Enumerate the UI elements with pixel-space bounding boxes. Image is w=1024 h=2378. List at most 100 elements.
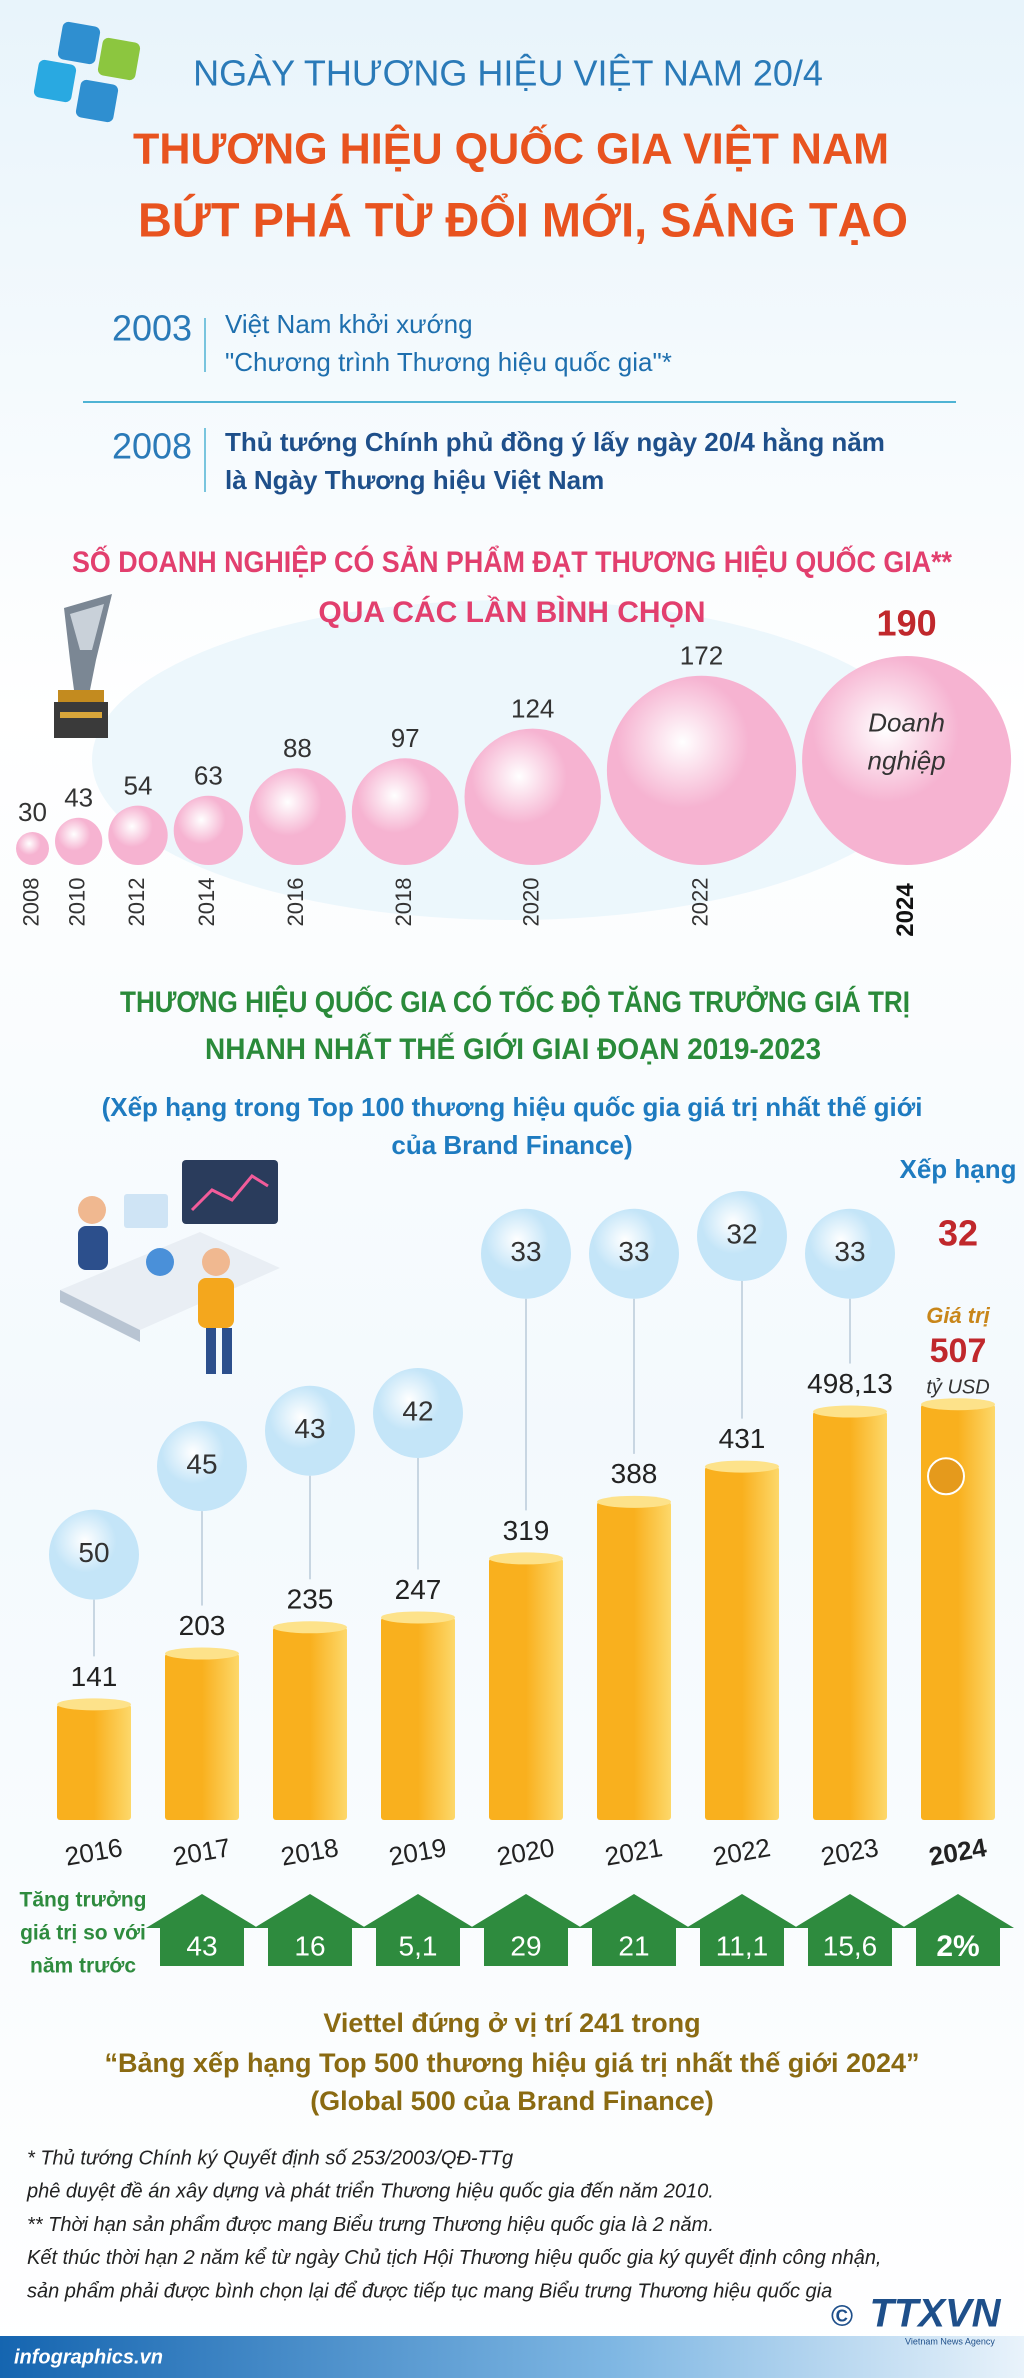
rank-bubble (589, 1208, 679, 1299)
value-label: 203 (179, 1610, 226, 1641)
value-label: 247 (395, 1574, 442, 1605)
x-tick-label: 2020 (519, 878, 544, 927)
legend-label: Xếp hạng (899, 1154, 1016, 1184)
value-label: 124 (511, 693, 554, 723)
bar-cap (165, 1647, 239, 1660)
bubble (249, 768, 346, 865)
bar-cap (921, 1398, 995, 1411)
footer-copyright: © (831, 2300, 853, 2333)
timeline-year: 2003 (112, 308, 192, 349)
bubble (606, 675, 797, 866)
growth-arrow (146, 1894, 258, 1966)
growth-arrow (902, 1894, 1014, 1966)
footer-band (0, 2336, 1024, 2378)
notice-text: Viettel đứng ở vị trí 241 trong (323, 2008, 700, 2038)
chart-subtitle: của Brand Finance) (391, 1130, 632, 1160)
footnote: sản phẩm phải được bình chọn lại để được… (27, 2280, 832, 2302)
footnote: * Thủ tướng Chính ký Quyết định số 253/2… (27, 2147, 513, 2169)
rank-bubble (49, 1509, 139, 1600)
rank-bubble (265, 1385, 355, 1476)
bubble (351, 758, 459, 866)
growth-arrow (794, 1894, 906, 1966)
rank-label: 33 (618, 1236, 649, 1267)
x-tick-label: 2012 (124, 878, 149, 927)
bar-cap (705, 1460, 779, 1473)
bar (489, 1558, 563, 1820)
bubble (464, 728, 601, 865)
value-label: 30 (18, 797, 47, 827)
value-label: 97 (391, 723, 420, 753)
footnote: phê duyệt đề án xây dựng và phát triển T… (26, 2181, 714, 2203)
value-label: 54 (124, 770, 153, 800)
bubble (802, 656, 1012, 865)
bubble (173, 795, 244, 865)
value-label: 88 (283, 733, 312, 763)
growth-arrow (362, 1894, 474, 1966)
legend-label: Tăng trưởng (20, 1889, 147, 1912)
value-label: 507 (930, 1332, 987, 1370)
x-tick-label: 2008 (18, 878, 43, 927)
growth-arrow (470, 1894, 582, 1966)
bar (381, 1617, 455, 1820)
value-label: 319 (503, 1515, 550, 1546)
growth-arrow (578, 1894, 690, 1966)
value-label: 43 (64, 783, 93, 813)
rank-label: 42 (402, 1395, 433, 1426)
rank-bubble (373, 1368, 463, 1458)
timeline-text: là Ngày Thương hiệu Việt Nam (225, 465, 604, 495)
x-tick-label: 2024 (892, 883, 919, 937)
notice-text: “Bảng xếp hạng Top 500 thương hiệu giá t… (104, 2048, 919, 2078)
footer-agency: TTXVN (869, 2292, 1001, 2336)
rank-bubble (697, 1191, 787, 1281)
value-label: 388 (611, 1458, 658, 1489)
growth-label: 43 (186, 1930, 217, 1961)
coin-icon (927, 1457, 965, 1496)
legend-label: Giá trị (926, 1303, 990, 1328)
timeline-text: "Chương trình Thương hiệu quốc gia"* (225, 347, 672, 377)
legend-label: năm trước (30, 1955, 136, 1978)
chart-subtitle: (Xếp hạng trong Top 100 thương hiệu quốc… (102, 1092, 923, 1122)
timeline-text: Việt Nam khởi xướng (225, 309, 473, 339)
bar-cap (381, 1611, 455, 1624)
chart-title: THƯƠNG HIỆU QUỐC GIA CÓ TỐC ĐỘ TĂNG TRƯỞ… (120, 985, 910, 1019)
header-title: THƯƠNG HIỆU QUỐC GIA VIỆT NAM (133, 123, 889, 174)
growth-label: 16 (294, 1930, 325, 1961)
growth-arrow (254, 1894, 366, 1966)
x-tick-label: 2014 (194, 878, 219, 927)
growth-label: 11,1 (716, 1930, 768, 1961)
bar (57, 1704, 131, 1820)
rank-label: 45 (186, 1448, 217, 1479)
bar-cap (57, 1698, 131, 1711)
bar (921, 1404, 995, 1820)
bubble (108, 805, 168, 865)
bubble (55, 817, 103, 865)
bar (813, 1411, 887, 1820)
trophy-icon (54, 594, 112, 738)
growth-label: 29 (510, 1930, 541, 1961)
legend-label: giá trị so với (20, 1922, 146, 1945)
bubble-annotation: Doanh (868, 707, 945, 737)
rank-label: 32 (726, 1218, 757, 1249)
timeline-year: 2008 (112, 426, 192, 467)
value-label: 431 (719, 1423, 766, 1454)
notice-text: (Global 500 của Brand Finance) (310, 2086, 714, 2116)
bar-cap (813, 1405, 887, 1418)
bar-cap (597, 1495, 671, 1508)
bar (165, 1653, 239, 1820)
growth-label: 2% (936, 1930, 979, 1963)
value-label: 172 (680, 641, 723, 671)
x-tick-label: 2010 (64, 878, 89, 927)
header-subtitle: NGÀY THƯƠNG HIỆU VIỆT NAM 20/4 (193, 53, 823, 94)
rank-label: 32 (938, 1213, 978, 1254)
rank-bubble (805, 1208, 895, 1299)
bar (705, 1466, 779, 1820)
growth-label: 5,1 (399, 1930, 438, 1961)
rank-label: 33 (510, 1236, 541, 1267)
chart-title: SỐ DOANH NGHIỆP CÓ SẢN PHẨM ĐẠT THƯƠNG H… (72, 545, 952, 579)
value-label: 190 (877, 603, 937, 644)
office-illustration (60, 1160, 280, 1374)
